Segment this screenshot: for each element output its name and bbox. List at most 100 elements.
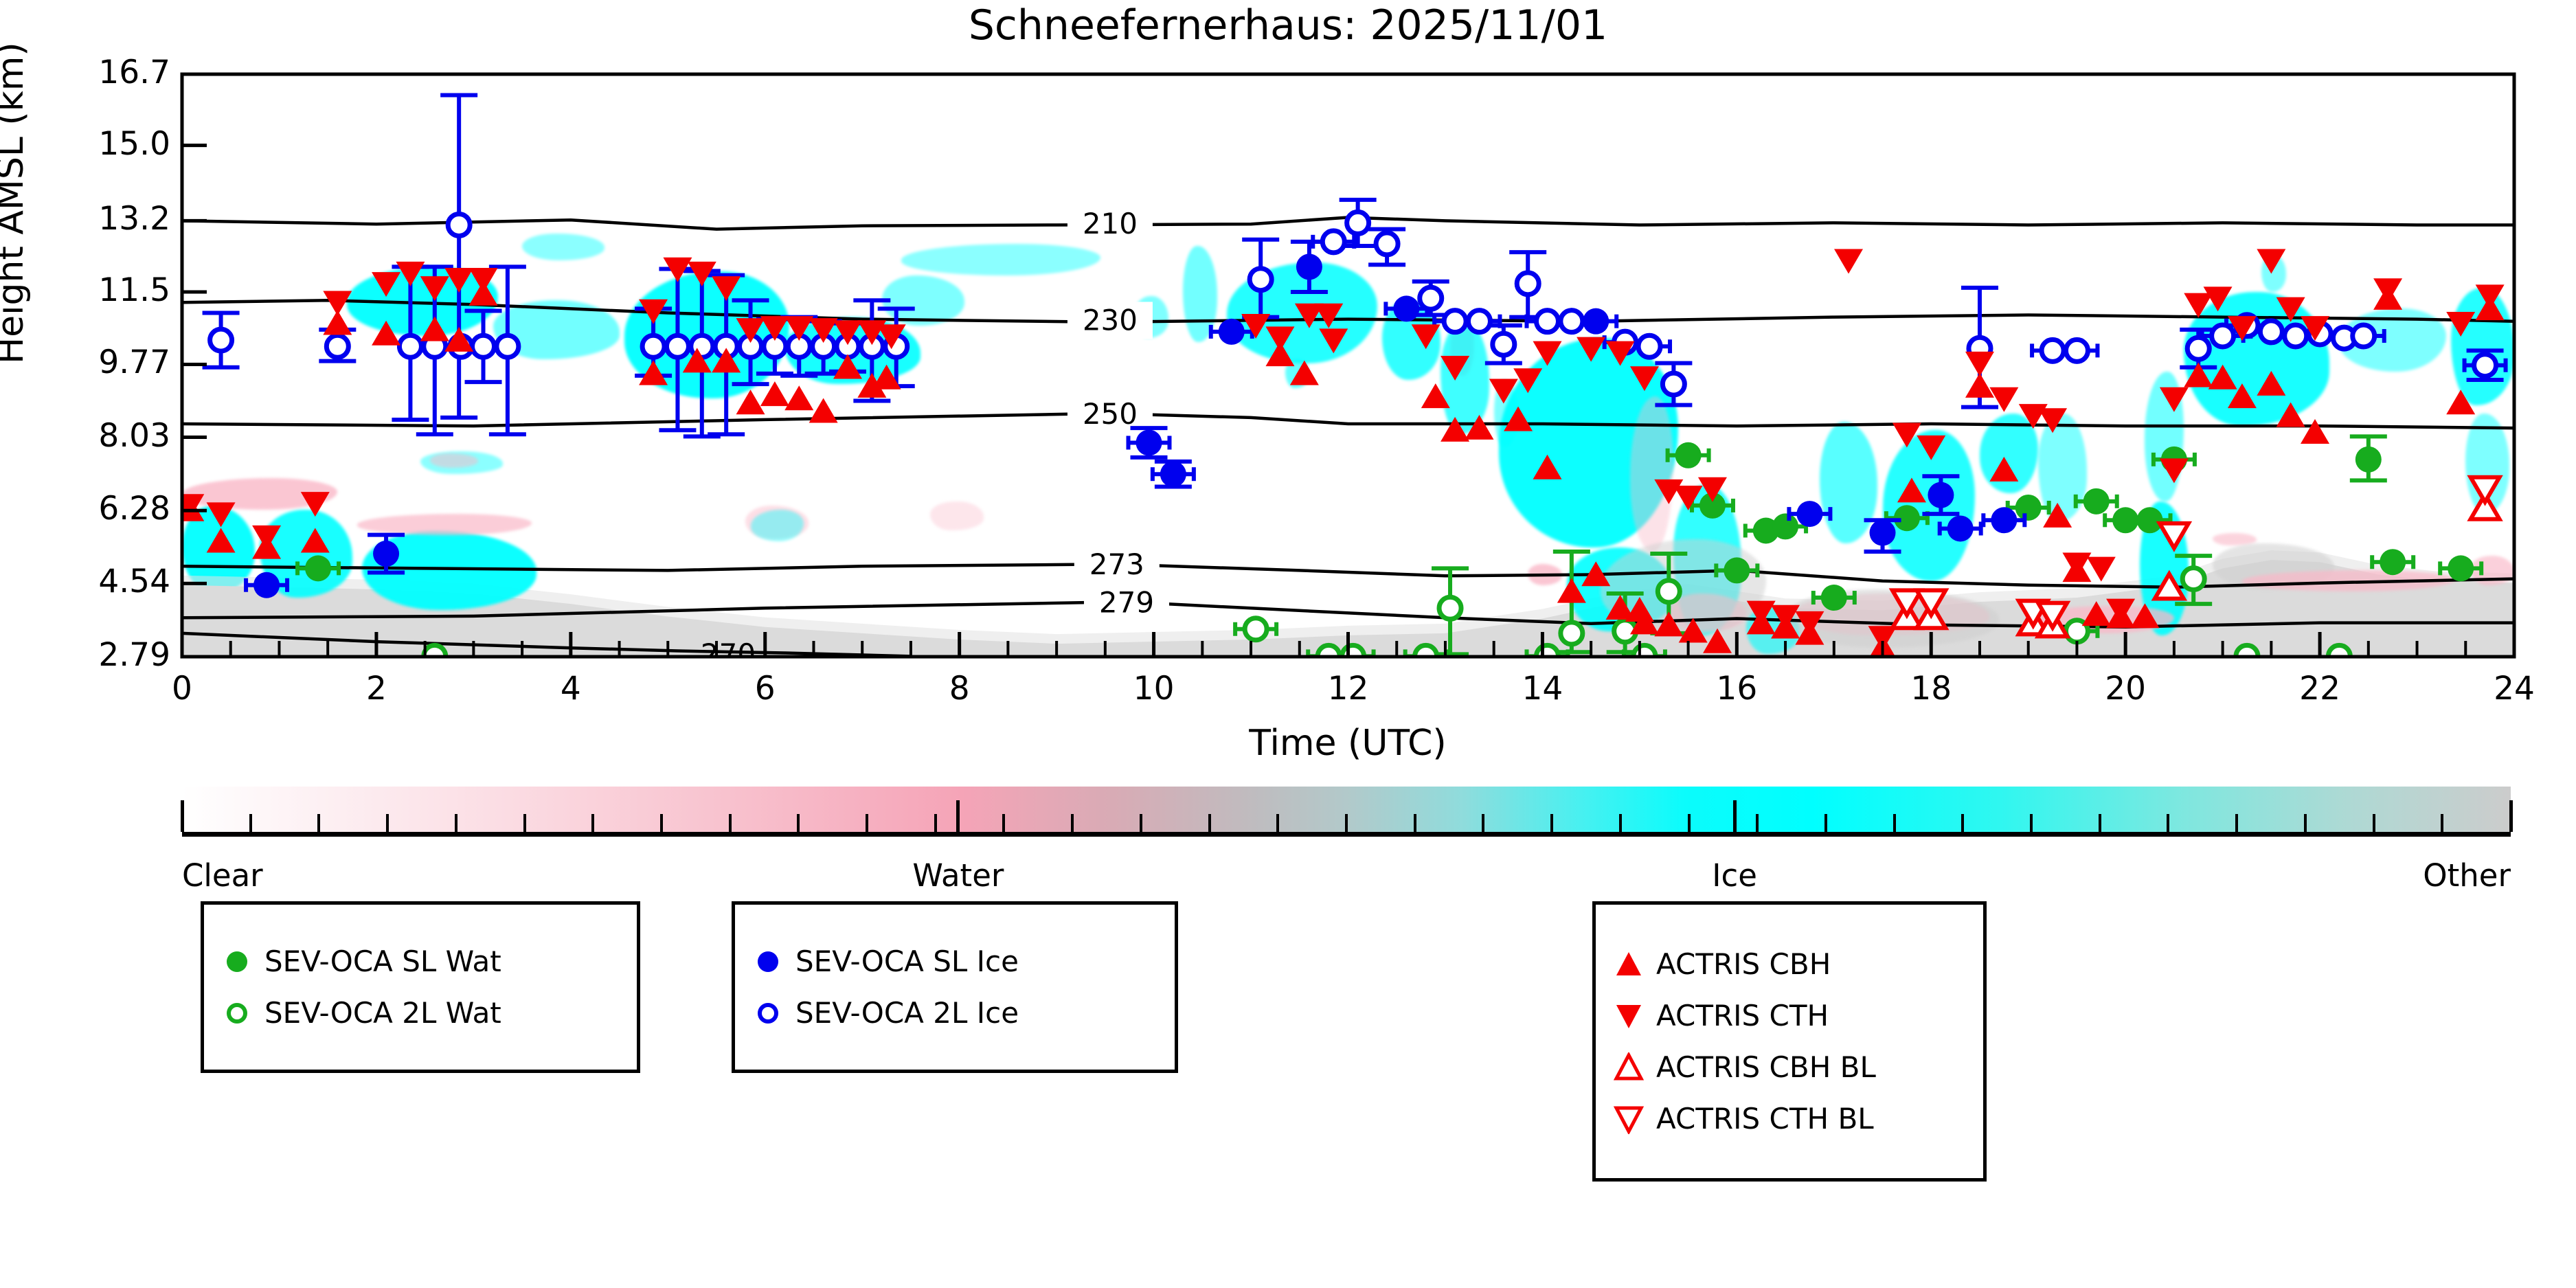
marker-triangle: [252, 525, 282, 550]
marker-triangle: [833, 354, 862, 379]
marker-triangle: [323, 291, 352, 316]
marker-triangle: [1897, 477, 1926, 503]
marker-triangle: [206, 502, 236, 528]
y-tick-label: 13.2: [98, 200, 170, 238]
marker-circle: [1636, 332, 1663, 360]
triangle-up-open-icon: [1614, 1052, 1644, 1080]
marker-circle: [2039, 337, 2066, 364]
marker-triangle: [1913, 588, 1950, 620]
marker-triangle: [444, 326, 474, 352]
marker-triangle: [300, 528, 330, 553]
marker-triangle: [2130, 603, 2160, 629]
x-tick-label: 6: [754, 670, 776, 708]
marker-triangle: [1654, 479, 1684, 504]
legend-entry-label: SEV-OCA SL Ice: [795, 945, 1019, 978]
circle-filled-icon: [227, 951, 247, 972]
marker-circle: [640, 332, 667, 360]
marker-circle: [1218, 318, 1245, 345]
legend-entry: ACTRIS CBH BL: [1614, 1050, 1965, 1084]
marker-triangle: [1746, 600, 1776, 626]
marker-triangle: [2467, 475, 2503, 506]
marker-triangle: [1411, 324, 1440, 350]
legend-entry-label: ACTRIS CTH BL: [1656, 1102, 1874, 1136]
marker-triangle: [300, 492, 330, 517]
marker-triangle: [396, 261, 425, 286]
marker-circle: [373, 541, 400, 567]
legend-entry-label: SEV-OCA SL Wat: [264, 945, 501, 978]
colorbar-label-other: Other: [2423, 857, 2511, 894]
marker-triangle: [420, 276, 449, 302]
marker-triangle: [1673, 486, 1703, 511]
marker-circle: [2282, 322, 2309, 350]
marker-triangle: [2203, 286, 2233, 312]
marker-triangle: [1465, 414, 1494, 440]
marker-circle: [1441, 308, 1469, 335]
region-water: [429, 453, 479, 468]
marker-circle: [1991, 507, 2018, 534]
region-ice: [901, 243, 1100, 275]
series-sev-oca-sl-wat: [295, 434, 2484, 611]
marker-circle: [1724, 557, 1750, 584]
colorbar-minor-tick: [728, 814, 732, 832]
marker-triangle: [639, 299, 668, 324]
colorbar-minor-tick: [317, 814, 321, 832]
marker-circle: [1869, 519, 1896, 546]
marker-circle: [1928, 482, 1954, 508]
colorbar-minor-tick: [1618, 814, 1622, 832]
marker-triangle: [1513, 368, 1543, 394]
marker-triangle: [1965, 351, 1994, 376]
marker-triangle: [1605, 595, 1635, 620]
marker-circle: [305, 555, 332, 582]
marker-triangle: [2151, 569, 2188, 601]
region-ice: [750, 510, 804, 541]
marker-triangle: [2043, 502, 2072, 528]
colorbar-major-tick: [180, 800, 184, 832]
circle-filled-icon: [758, 951, 778, 972]
marker-triangle: [2062, 552, 2092, 578]
marker-circle: [1820, 585, 1847, 611]
colorbar-minor-tick: [1893, 814, 1896, 832]
colorbar-minor-tick: [249, 814, 252, 832]
contour-label-279: 279: [1099, 585, 1154, 619]
x-tick-label: 0: [172, 670, 192, 708]
y-tick-label: 8.03: [98, 416, 170, 455]
marker-circle: [1660, 370, 1687, 398]
marker-triangle: [1533, 454, 1562, 479]
region-ice: [2451, 287, 2514, 405]
marker-triangle: [2227, 316, 2257, 341]
marker-triangle: [1294, 303, 1324, 328]
legend-entry: ACTRIS CTH: [1614, 999, 1965, 1032]
marker-triangle: [784, 385, 814, 411]
marker-triangle: [420, 316, 449, 341]
region-water: [2213, 532, 2257, 545]
marker-triangle: [2156, 521, 2193, 552]
colorbar-minor-tick: [2098, 814, 2101, 832]
marker-triangle: [1989, 387, 2019, 412]
region-water: [1629, 396, 1674, 552]
contour-label-250: 250: [1083, 397, 1138, 431]
marker-triangle: [1795, 611, 1824, 636]
legend-sev-ice: SEV-OCA SL Ice SEV-OCA 2L Ice: [732, 901, 1178, 1073]
marker-circle: [1344, 209, 1372, 236]
marker-circle: [1893, 505, 1920, 532]
triangle-up-filled-icon: [1616, 951, 1641, 975]
marker-circle: [2355, 446, 2382, 473]
marker-circle: [1136, 429, 1162, 456]
x-tick-label: 22: [2299, 670, 2340, 708]
marker-triangle: [468, 280, 498, 306]
marker-triangle: [468, 267, 498, 293]
legend-entry: SEV-OCA 2L Wat: [222, 996, 619, 1030]
marker-triangle: [1265, 341, 1295, 367]
colorbar-axis: [182, 832, 2511, 837]
marker-triangle: [857, 372, 887, 398]
colorbar-minor-tick: [1756, 814, 1759, 832]
marker-triangle: [809, 398, 838, 423]
colorbar-minor-tick: [1276, 814, 1280, 832]
marker-circle: [2063, 337, 2090, 364]
colorbar-label-ice: Ice: [1712, 857, 1757, 894]
colorbar-minor-tick: [2441, 814, 2444, 832]
colorbar-minor-tick: [454, 814, 457, 832]
marker-triangle: [1892, 422, 1921, 448]
contour-279: [182, 600, 2514, 629]
